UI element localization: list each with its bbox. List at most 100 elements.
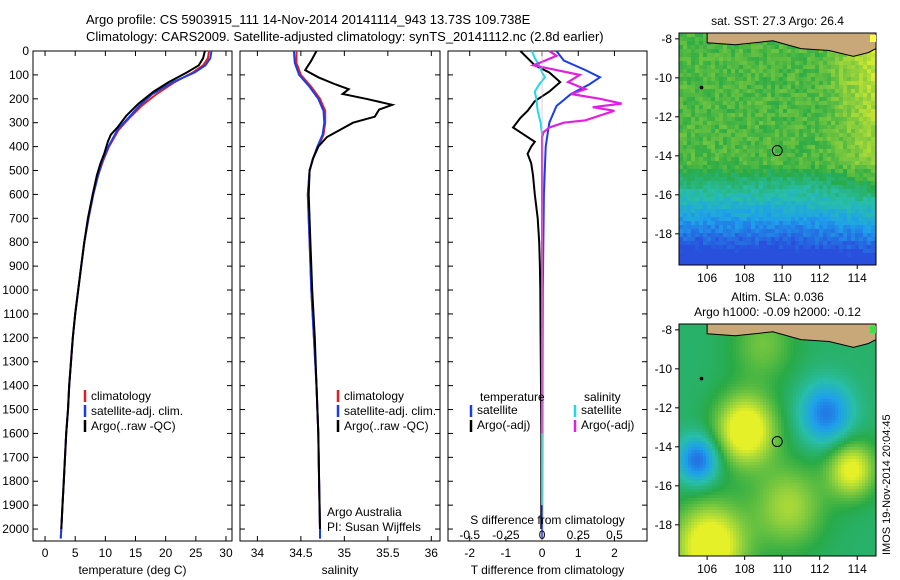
y-tick-label: 0 — [22, 44, 29, 58]
colorbar-chip — [870, 35, 876, 42]
y-tick-label: 100 — [9, 68, 29, 82]
series-line-argo-raw-qc- — [303, 50, 396, 530]
x2-tick-label: 0 — [539, 528, 546, 542]
temperature-profile-frame — [32, 50, 233, 542]
legend-label: Argo(-adj) — [477, 418, 530, 432]
map-title: Altim. SLA: 0.036 — [731, 290, 824, 304]
difference-profile-frame — [447, 50, 648, 542]
x-tick-label: 1 — [575, 546, 582, 560]
y-tick-label: 1100 — [3, 307, 29, 321]
legend-header-salinity: salinity — [584, 390, 621, 404]
y-tick-label: 1700 — [2, 450, 29, 464]
sst-map-frame — [678, 32, 877, 266]
x-tick-label: -2 — [464, 546, 475, 560]
x-tick-label: 15 — [129, 546, 143, 560]
map-x-tick-label: 114 — [848, 562, 867, 576]
map-y-tick-label: -10 — [655, 71, 673, 85]
x-tick-label: 30 — [219, 546, 233, 560]
map-y-tick-label: -8 — [661, 323, 672, 337]
y-tick-label: 400 — [9, 140, 29, 154]
x2-tick-label: 0.5 — [606, 528, 623, 542]
map-y-tick-label: -18 — [655, 227, 673, 241]
y-tick-label: 800 — [9, 235, 29, 249]
map-x-tick-label: 106 — [697, 271, 717, 285]
y-tick-label: 1000 — [2, 283, 29, 297]
legend-label: satellite-adj. clim. — [91, 404, 183, 418]
map-y-tick-label: -8 — [661, 32, 672, 46]
x-axis-label: T difference from climatology — [471, 563, 625, 577]
x2-axis-label: S difference from climatology — [470, 513, 625, 527]
map-x-tick-label: 112 — [810, 562, 829, 576]
y-tick-label: 1600 — [2, 426, 29, 440]
x2-tick-label: -0.25 — [492, 528, 520, 542]
x-tick-label: 0 — [539, 546, 546, 560]
map-x-tick-label: 110 — [773, 562, 792, 576]
series-line-t-argo-adj- — [511, 50, 562, 529]
y-tick-label: 600 — [9, 187, 29, 201]
map-y-tick-label: -16 — [655, 188, 673, 202]
x-tick-label: -1 — [501, 546, 512, 560]
x-tick-label: 0 — [42, 546, 49, 560]
y-tick-label: 500 — [9, 164, 29, 178]
legend-label: Argo(..raw -QC) — [344, 419, 429, 433]
y-tick-label: 1500 — [2, 403, 29, 417]
figure-title-line-1: Argo profile: CS 5903915_111 14-Nov-2014… — [86, 12, 531, 27]
map-y-tick-label: -16 — [655, 479, 673, 493]
legend-label: climatology — [344, 389, 404, 403]
annotation-line-1: Argo Australia — [327, 505, 402, 519]
y-tick-label: 1400 — [2, 379, 29, 393]
x-axis-label: salinity — [322, 563, 359, 577]
temperature-profile-plot: 0 5 10 15 20 25 300100200300400500600700800900… — [2, 44, 233, 577]
x-tick-label: 35 — [338, 546, 352, 560]
map-x-tick-label: 114 — [848, 271, 867, 285]
figure-title-line-2: Climatology: CARS2009. Satellite-adjuste… — [86, 29, 604, 44]
previous-position-marker — [699, 376, 704, 381]
salinity-profile-plot: 34 34.5 35 35.5 36 salinity climatologysatelli… — [239, 50, 441, 577]
x-tick-label: 36 — [425, 546, 439, 560]
map-x-tick-label: 108 — [735, 562, 755, 576]
legend-header-temperature: temperature — [480, 390, 545, 404]
x-tick-label: 34.5 — [289, 546, 313, 560]
map-title: sat. SST: 27.3 Argo: 26.4 — [711, 14, 844, 28]
x-tick-label: 34 — [251, 546, 265, 560]
map-x-tick-label: 108 — [735, 271, 755, 285]
legend-label: satellite-adj. clim. — [344, 404, 436, 418]
legend-label: climatology — [91, 389, 151, 403]
map-y-tick-label: -14 — [655, 440, 673, 454]
y-tick-label: 1300 — [2, 355, 29, 369]
x-tick-label: 20 — [159, 546, 173, 560]
difference-profile-plot: -2 -1 0 1 2 T difference from climatology S di… — [447, 50, 648, 577]
y-tick-label: 900 — [9, 259, 29, 273]
y-tick-label: 1200 — [2, 331, 29, 345]
map-y-tick-label: -12 — [655, 401, 673, 415]
legend-label: Argo(..raw -QC) — [91, 419, 176, 433]
map-y-tick-label: -10 — [655, 362, 673, 376]
x-tick-label: 2 — [611, 546, 618, 560]
float-position-marker — [771, 145, 783, 157]
x2-tick-label: -0.5 — [459, 528, 480, 542]
x2-tick-label: 0.25 — [567, 528, 591, 542]
sla-map-frame — [678, 323, 877, 557]
y-tick-label: 300 — [9, 116, 29, 130]
y-tick-label: 700 — [9, 211, 29, 225]
sst-map-field — [679, 33, 877, 266]
series-line-s-argo-adj- — [529, 50, 622, 434]
colorbar-chip — [870, 326, 876, 333]
legend-label: Argo(-adj) — [581, 418, 634, 432]
float-position-marker — [771, 436, 783, 448]
annotation-line-2: PI: Susan Wijffels — [327, 520, 421, 534]
series-line-argo-raw-qc- — [60, 50, 206, 530]
sst-map: 106 108 110 112 114 -8 -10 -12 -14 -16 -18 sat. SST… — [655, 14, 877, 285]
map-x-tick-label: 106 — [697, 562, 717, 576]
map-subtitle: Argo h1000: -0.09 h2000: -0.12 — [694, 305, 861, 319]
y-tick-label: 1900 — [2, 498, 29, 512]
x-axis-label: temperature (deg C) — [78, 563, 186, 577]
y-tick-label: 1800 — [2, 474, 29, 488]
sla-map-field — [679, 324, 877, 557]
map-x-tick-label: 110 — [773, 271, 792, 285]
legend-label: satellite — [477, 403, 518, 417]
map-y-tick-label: -12 — [655, 110, 673, 124]
salinity-profile-frame — [239, 50, 441, 542]
x-tick-label: 5 — [72, 546, 79, 560]
